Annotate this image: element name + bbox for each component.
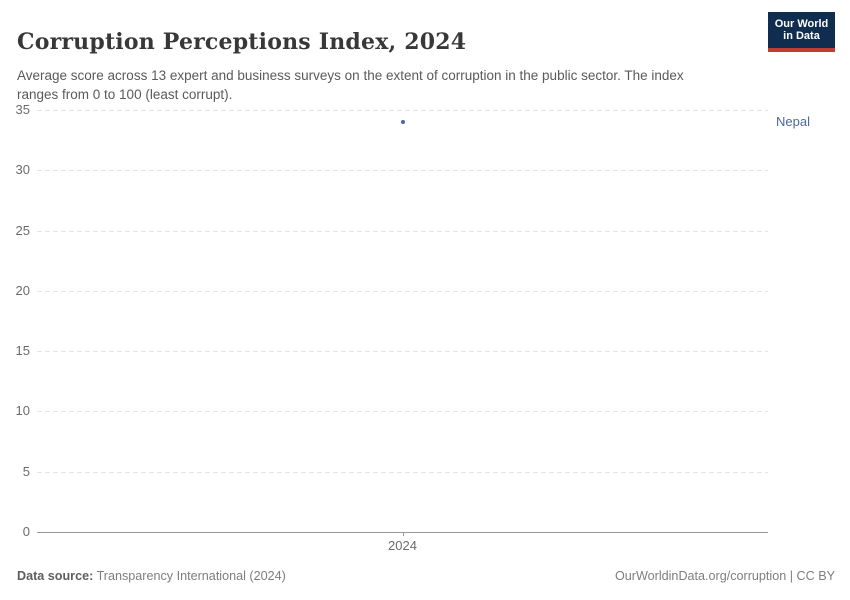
y-gridline — [37, 170, 768, 172]
y-gridline — [37, 290, 768, 292]
y-tick-label: 5 — [22, 463, 30, 479]
x-tick-label: 2024 — [388, 538, 417, 553]
y-gridline — [37, 110, 768, 111]
entity-label[interactable]: Nepal — [776, 114, 810, 130]
y-gridline — [37, 230, 768, 232]
y-tick-label: 15 — [15, 343, 30, 359]
owid-logo-line2: in Data — [783, 30, 820, 42]
data-point[interactable] — [400, 120, 405, 125]
y-tick-label: 20 — [15, 282, 30, 298]
data-source-value: Transparency International (2024) — [96, 569, 286, 583]
chart-footer: Data source: Transparency International … — [17, 569, 835, 583]
owid-logo[interactable]: Our World in Data — [768, 12, 835, 52]
chart-title: Corruption Perceptions Index, 2024 — [17, 28, 467, 55]
y-gridline — [37, 351, 768, 353]
x-tick-mark — [402, 532, 404, 536]
y-tick-label: 0 — [22, 524, 30, 539]
y-tick-label: 25 — [15, 222, 30, 238]
data-source-note: Data source: Transparency International … — [17, 569, 286, 583]
y-gridline — [37, 411, 768, 413]
y-tick-label: 30 — [15, 162, 30, 178]
y-tick-label: 10 — [15, 403, 30, 419]
y-gridline — [37, 471, 768, 473]
credit-link[interactable]: OurWorldinData.org/corruption | CC BY — [614, 569, 835, 583]
data-source-label: Data source: — [17, 569, 94, 583]
y-tick-label: 35 — [15, 102, 30, 117]
chart-subtitle: Average score across 13 expert and busin… — [17, 67, 684, 102]
owid-logo-line1: Our World — [774, 17, 829, 30]
